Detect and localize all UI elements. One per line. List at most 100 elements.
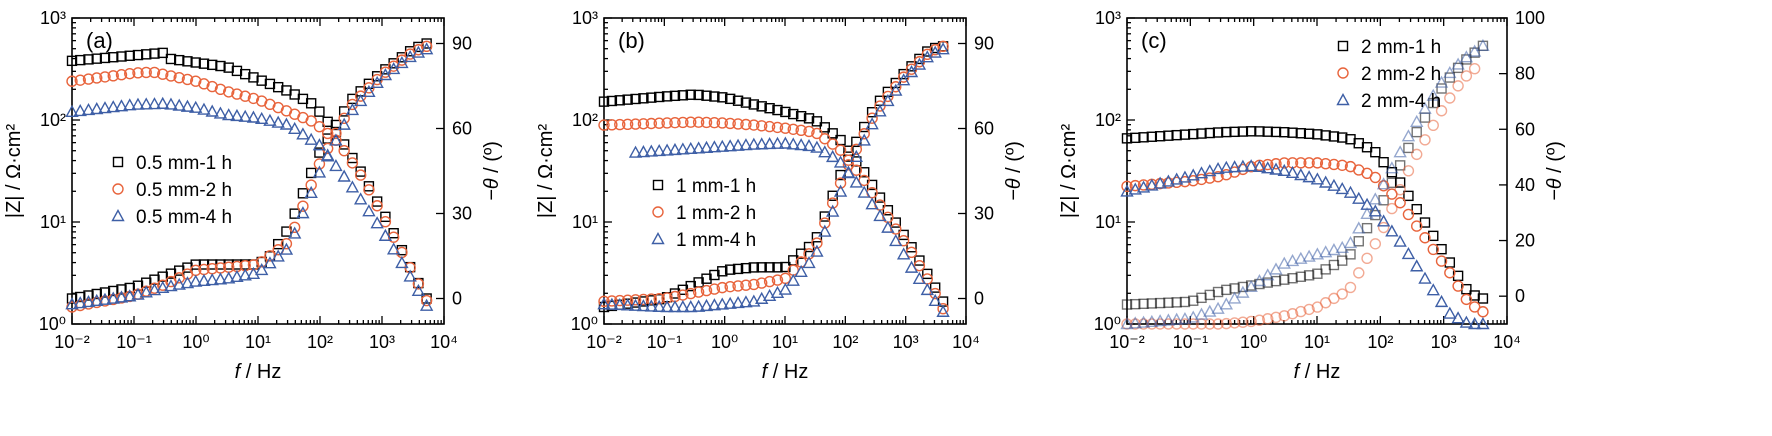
modulus-marker	[123, 98, 137, 111]
y2-axis-title-unit: / (º)	[1003, 141, 1025, 178]
y2-tick-label: 60	[452, 119, 472, 139]
modulus-marker	[1252, 159, 1267, 173]
modulus-marker	[756, 101, 767, 112]
modulus-marker	[1401, 246, 1416, 260]
modulus-marker	[669, 90, 681, 102]
modulus-marker	[230, 108, 244, 122]
phase-marker	[833, 184, 848, 197]
phase-marker	[1434, 75, 1449, 88]
phase-marker	[881, 93, 895, 107]
modulus-marker	[731, 138, 745, 151]
y-tick-label: 10⁰	[39, 314, 66, 334]
phase-marker	[1252, 274, 1267, 287]
phase-marker	[1163, 297, 1174, 308]
y-axis-title: |Z| / Ω·cm²	[1058, 124, 1080, 219]
modulus-marker	[715, 139, 729, 152]
modulus-marker	[693, 89, 704, 101]
x-tick-label: 10⁰	[182, 332, 209, 352]
phase-marker	[280, 238, 293, 250]
phase-marker	[1145, 314, 1159, 328]
modulus-marker	[732, 95, 744, 106]
x-tick-label: 10⁻¹	[647, 332, 683, 352]
modulus-marker	[913, 259, 926, 272]
modulus-marker	[157, 68, 169, 80]
modulus-marker	[628, 145, 643, 158]
modulus-marker	[1419, 232, 1431, 244]
modulus-marker	[1394, 177, 1406, 188]
modulus-marker	[857, 185, 871, 198]
chart-panel-b: 10⁻² 10⁻¹ 10⁰ 10¹ 10² 10³ 10⁴ 10⁰ 10¹ 10² 10³ 0 30 60…	[535, 8, 1025, 383]
modulus-marker	[1310, 172, 1325, 185]
modulus-marker	[1278, 157, 1290, 169]
modulus-marker	[1211, 162, 1225, 175]
phase-marker	[653, 293, 665, 305]
y-axis-title: |Z| / Ω·cm²	[535, 124, 557, 219]
modulus-marker	[1385, 224, 1399, 237]
x-axis-title-symbol: f	[762, 361, 770, 383]
modulus-marker	[691, 141, 706, 154]
phase-marker	[668, 300, 682, 313]
phase-marker	[692, 286, 705, 298]
modulus-marker	[231, 65, 243, 77]
legend-entry: 1 mm-1 h	[676, 176, 756, 197]
modulus-marker	[1327, 178, 1341, 191]
phase-marker	[279, 242, 294, 255]
phase-marker	[685, 287, 697, 300]
phase-marker	[636, 299, 651, 312]
modulus-marker	[827, 128, 838, 139]
phase-marker	[1136, 315, 1151, 328]
phase-marker	[131, 287, 145, 300]
modulus-marker	[419, 298, 434, 311]
phase-marker	[605, 297, 619, 310]
modulus-marker	[312, 138, 327, 151]
phase-marker	[1451, 57, 1465, 70]
modulus-marker	[1285, 165, 1300, 179]
modulus-marker	[621, 118, 634, 131]
legend-marker	[652, 179, 664, 191]
phase-marker	[1196, 292, 1207, 304]
modulus-marker	[794, 138, 808, 151]
phase-marker	[305, 179, 317, 191]
modulus-marker	[1221, 126, 1232, 138]
phase-marker	[708, 283, 721, 295]
modulus-marker	[1277, 163, 1291, 177]
phase-marker	[1411, 126, 1422, 138]
modulus-marker	[378, 228, 393, 241]
phase-marker	[1121, 299, 1133, 310]
modulus-marker	[1178, 170, 1192, 183]
phase-marker	[419, 42, 434, 55]
phase-marker	[842, 159, 855, 171]
phase-marker	[387, 60, 400, 72]
modulus-marker	[1138, 132, 1149, 143]
phase-marker	[889, 83, 903, 96]
modulus-marker	[1179, 129, 1191, 140]
phase-marker	[723, 296, 737, 309]
phase-marker	[1153, 314, 1167, 327]
modulus-marker	[180, 99, 195, 112]
modulus-marker	[371, 200, 383, 212]
modulus-marker	[395, 255, 409, 269]
modulus-marker	[1121, 133, 1133, 144]
modulus-marker	[198, 58, 210, 69]
phase-marker	[1285, 253, 1300, 267]
x-axis-title-unit: / Hz	[240, 361, 281, 383]
modulus-marker	[1368, 204, 1383, 217]
modulus-marker	[131, 97, 145, 110]
modulus-marker	[819, 133, 831, 145]
modulus-marker	[1410, 259, 1424, 272]
modulus-marker	[165, 70, 177, 82]
legend-entry: 0.5 mm-2 h	[136, 180, 232, 201]
phase-marker	[1286, 308, 1299, 320]
phase-marker	[296, 206, 310, 219]
modulus-marker	[75, 54, 86, 66]
phase-marker	[379, 66, 392, 78]
phase-marker	[685, 280, 696, 292]
y-tick-label: 10⁰	[571, 314, 598, 334]
phase-marker	[1188, 295, 1199, 306]
legend-entry: 2 mm-2 h	[1361, 64, 1441, 85]
phase-marker	[1219, 297, 1234, 310]
modulus-marker	[363, 181, 375, 192]
modulus-marker	[116, 51, 127, 62]
phase-marker	[802, 255, 816, 269]
modulus-marker	[646, 92, 657, 103]
